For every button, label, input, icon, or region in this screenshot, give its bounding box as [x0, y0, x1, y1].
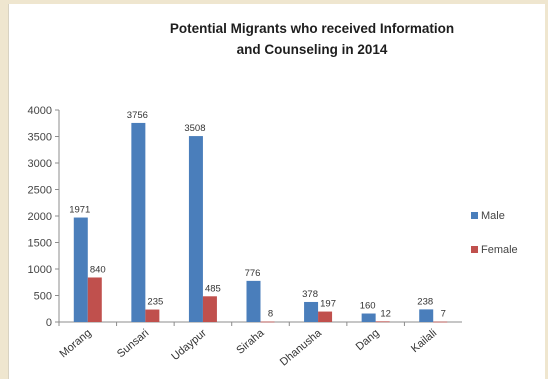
- data-label-male: 1971: [69, 205, 90, 216]
- bar-male: [246, 280, 261, 322]
- y-tick-label: 2500: [28, 185, 52, 197]
- x-category-label: Dhanusha: [278, 327, 325, 369]
- legend-label-female: Female: [481, 244, 518, 256]
- data-label-female: 7: [441, 309, 446, 320]
- y-tick-label: 3500: [28, 132, 52, 144]
- x-category-label: Udaypur: [169, 327, 209, 363]
- bar-female: [145, 309, 160, 322]
- legend-swatch-male: [471, 212, 478, 219]
- x-category-label: Sunsari: [115, 327, 151, 360]
- data-label-female: 485: [205, 283, 221, 294]
- bar-female: [375, 321, 390, 323]
- bar-female: [433, 321, 448, 323]
- bar-female: [87, 277, 102, 322]
- y-tick-label: 1000: [28, 264, 52, 276]
- bar-female: [260, 321, 275, 323]
- chart-title-line-2: and Counseling in 2014: [236, 42, 388, 57]
- x-category-label: Dang: [354, 327, 382, 353]
- y-tick-label: 4000: [28, 105, 52, 117]
- data-label-female: 8: [268, 309, 273, 320]
- bar-male: [361, 313, 376, 322]
- x-category-label: Kailali: [409, 327, 439, 355]
- y-tick-label: 3000: [28, 158, 52, 170]
- y-tick-label: 2000: [28, 211, 52, 223]
- data-label-male: 3756: [127, 110, 148, 121]
- bar-male: [131, 122, 146, 322]
- data-label-female: 12: [380, 308, 391, 319]
- data-label-male: 238: [417, 296, 433, 307]
- bar-female: [202, 296, 217, 322]
- y-tick-label: 0: [46, 317, 52, 329]
- bar-male: [188, 136, 203, 322]
- chart-title-line-1: Potential Migrants who received Informat…: [169, 21, 455, 36]
- data-label-male: 378: [302, 289, 318, 300]
- data-label-male: 160: [360, 301, 376, 312]
- bar-female: [318, 311, 333, 322]
- data-label-female: 840: [90, 264, 106, 275]
- x-category-label: Siraha: [234, 327, 267, 357]
- data-label-female: 197: [320, 299, 336, 310]
- legend-label-male: Male: [481, 210, 505, 222]
- legend-swatch-female: [471, 246, 478, 253]
- data-label-male: 3508: [184, 123, 205, 134]
- data-label-male: 776: [245, 268, 261, 279]
- x-category-label: Morang: [57, 327, 93, 360]
- y-tick-label: 1500: [28, 238, 52, 250]
- chart-title: Potential Migrants who received Informat…: [97, 18, 527, 60]
- bar-male: [304, 301, 319, 322]
- bar-male: [73, 217, 88, 322]
- bar-male: [419, 309, 434, 322]
- data-label-female: 235: [147, 297, 163, 308]
- y-tick-label: 500: [34, 291, 52, 303]
